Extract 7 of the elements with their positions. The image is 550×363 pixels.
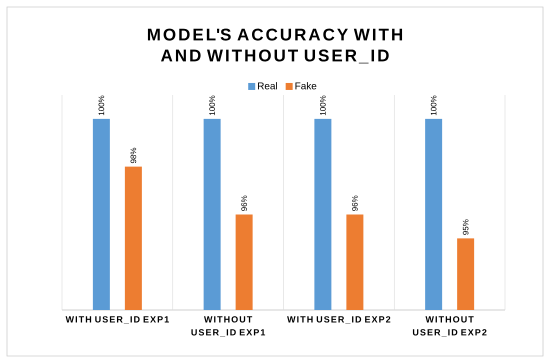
legend-label: Real	[258, 82, 278, 90]
chart-title: MODEL'S ACCURACY WITH AND WITHOUT USER_ID	[148, 28, 402, 64]
x-tick-label: WITHOUT USER_ID EXP2	[412, 316, 486, 337]
x-tick-label: WITHOUT USER_ID EXP1	[191, 316, 266, 337]
x-tick-label: WITH USER_ID EXP1	[66, 316, 169, 324]
legend-label: Fake	[295, 82, 316, 90]
x-tick-label: WITH USER_ID EXP2	[287, 316, 390, 324]
